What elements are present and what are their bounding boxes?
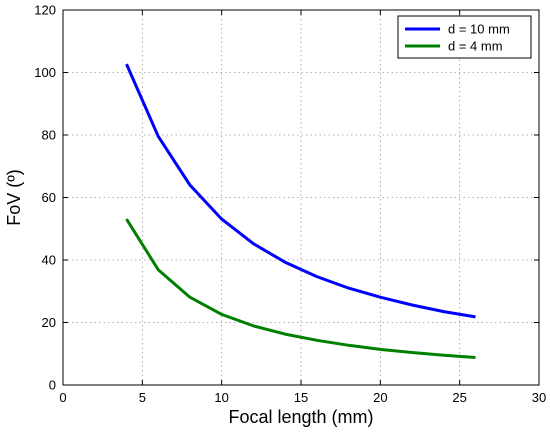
- plot-frame: [62, 9, 540, 386]
- x-tick-label: 20: [373, 390, 387, 405]
- series-lines: [125, 63, 476, 359]
- series-line-d4: [125, 218, 476, 359]
- axis-ticks: 0 5 10 15 20 25 30 0 20 40 60 80 100 120: [34, 3, 546, 406]
- grid-lines: [63, 10, 539, 385]
- x-tick-label: 30: [532, 390, 546, 405]
- x-tick-label: 0: [59, 390, 66, 405]
- x-tick-label: 15: [294, 390, 308, 405]
- y-tick-label: 20: [42, 315, 56, 330]
- y-tick-label: 40: [42, 253, 56, 268]
- y-axis-label: FoV (º): [4, 169, 24, 226]
- legend-box: [397, 15, 532, 59]
- x-axis-label: Focal length (mm): [228, 407, 373, 427]
- y-tick-label: 100: [34, 65, 56, 80]
- plot-background: [63, 10, 539, 385]
- x-tick-label: 25: [452, 390, 466, 405]
- x-tick-label: 5: [139, 390, 146, 405]
- legend: d = 10 mm d = 4 mm: [397, 15, 532, 59]
- legend-label-d4: d = 4 mm: [448, 39, 503, 54]
- y-tick-label: 120: [34, 3, 56, 18]
- y-tick-label: 0: [49, 378, 56, 393]
- y-tick-label: 80: [42, 128, 56, 143]
- x-tick-label: 10: [214, 390, 228, 405]
- legend-label-d10: d = 10 mm: [448, 22, 510, 37]
- y-tick-label: 60: [42, 190, 56, 205]
- series-line-d10: [125, 63, 476, 319]
